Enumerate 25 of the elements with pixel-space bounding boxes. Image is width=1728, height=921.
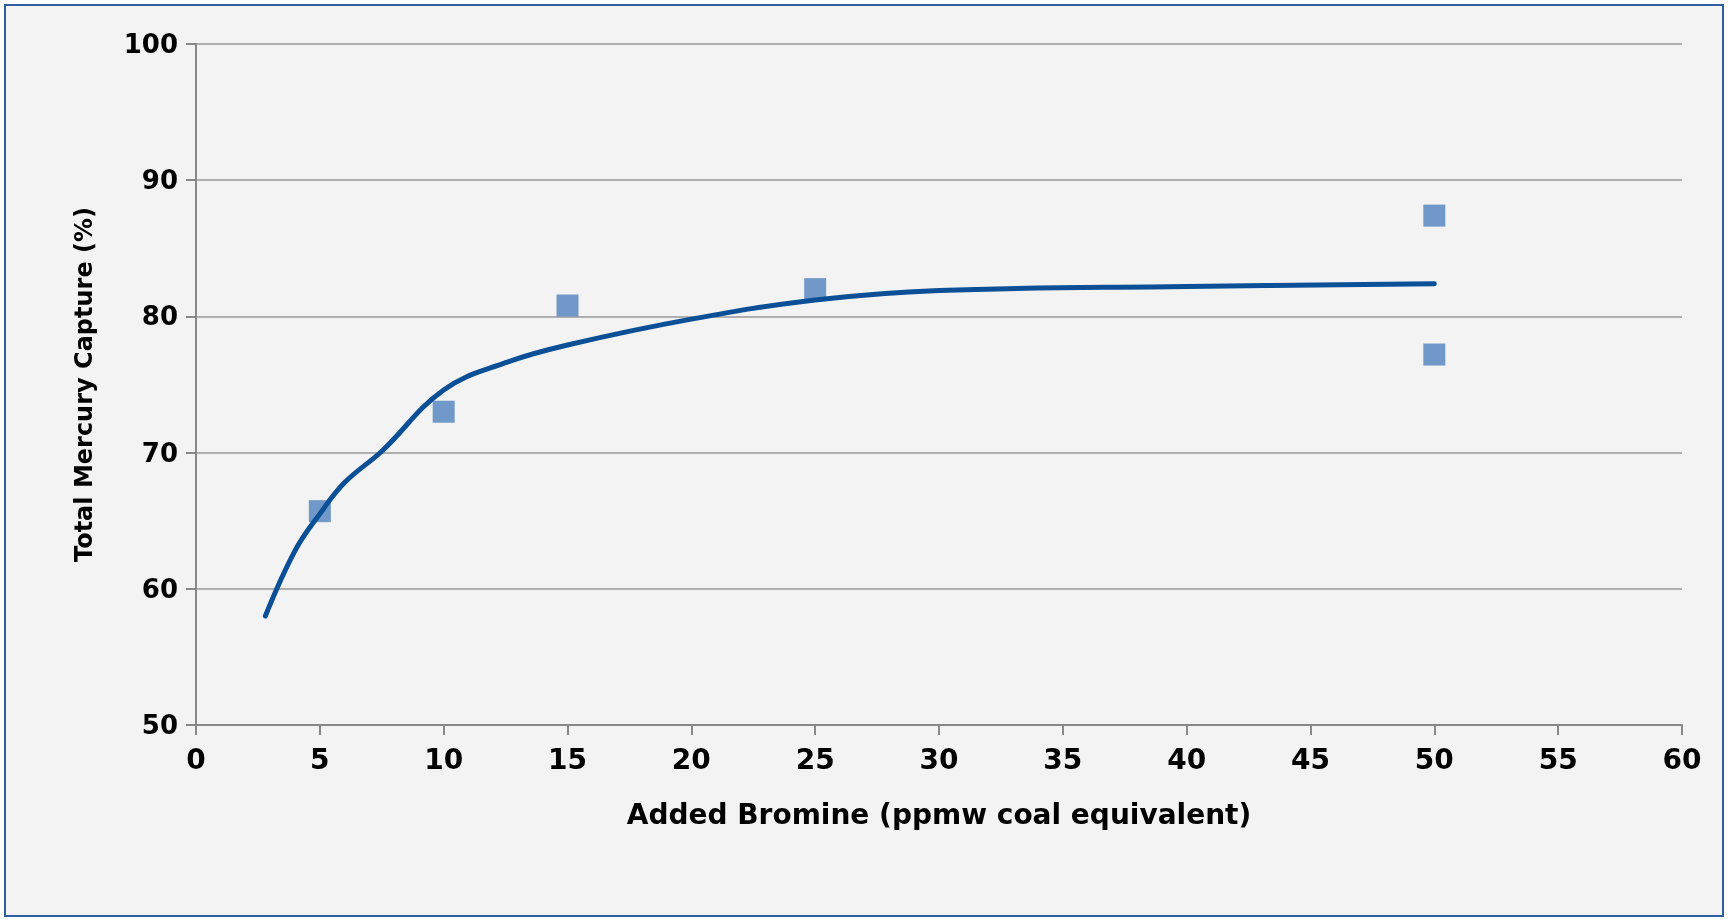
x-tick-label: 25 — [795, 742, 835, 776]
x-tick-label: 50 — [1414, 742, 1454, 776]
x-axis-title: Added Bromine (ppmw coal equivalent) — [626, 797, 1252, 831]
x-tick-label: 55 — [1538, 742, 1578, 776]
y-tick-label: 50 — [141, 710, 178, 740]
x-tick-label: 35 — [1043, 742, 1083, 776]
x-tick-label: 5 — [310, 742, 330, 776]
x-tick-label: 45 — [1291, 742, 1330, 776]
point — [1423, 204, 1446, 227]
y-tick-label: 90 — [141, 165, 178, 196]
x-tick-label: 30 — [919, 742, 959, 776]
x-tick-label: 15 — [548, 742, 587, 776]
x-tick-label: 10 — [424, 742, 464, 776]
y-tick-label: 100 — [123, 29, 178, 59]
y-axis-title: Total Mercury Capture (%) — [70, 206, 98, 563]
x-tick-label: 40 — [1167, 742, 1207, 776]
x-tick-label: 20 — [671, 742, 711, 776]
point — [432, 400, 455, 423]
x-tick-label: 60 — [1662, 742, 1702, 776]
y-tick-label: 60 — [141, 573, 178, 604]
x-tick-label: 0 — [186, 742, 206, 776]
point — [556, 294, 579, 317]
y-tick-label: 80 — [141, 301, 178, 332]
point — [1423, 343, 1446, 366]
y-tick-label: 70 — [141, 437, 178, 468]
